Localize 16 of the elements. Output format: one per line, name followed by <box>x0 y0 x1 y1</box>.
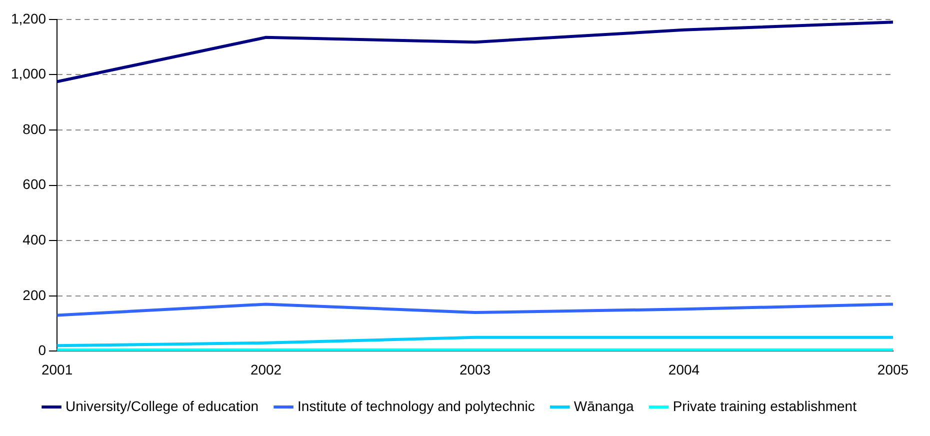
y-tick-label: 1,000 <box>10 66 46 82</box>
y-tick-label: 0 <box>38 342 46 358</box>
x-tick-label: 2005 <box>877 361 909 378</box>
y-tick-label: 200 <box>22 286 46 303</box>
legend-label: Wānanga <box>574 398 634 414</box>
legend-label: Private training establishment <box>672 398 857 414</box>
legend-label: University/College of education <box>66 398 259 414</box>
x-tick-label: 2002 <box>250 361 282 378</box>
y-tick-label: 800 <box>22 120 46 137</box>
x-tick-label: 2001 <box>41 361 73 378</box>
legend-label: Institute of technology and polytechnic <box>298 398 535 414</box>
y-tick-label: 1,200 <box>10 10 46 26</box>
x-tick-label: 2004 <box>668 361 700 378</box>
x-tick-label: 2003 <box>459 361 491 378</box>
y-tick-label: 600 <box>22 176 46 192</box>
y-tick-label: 400 <box>22 231 46 248</box>
